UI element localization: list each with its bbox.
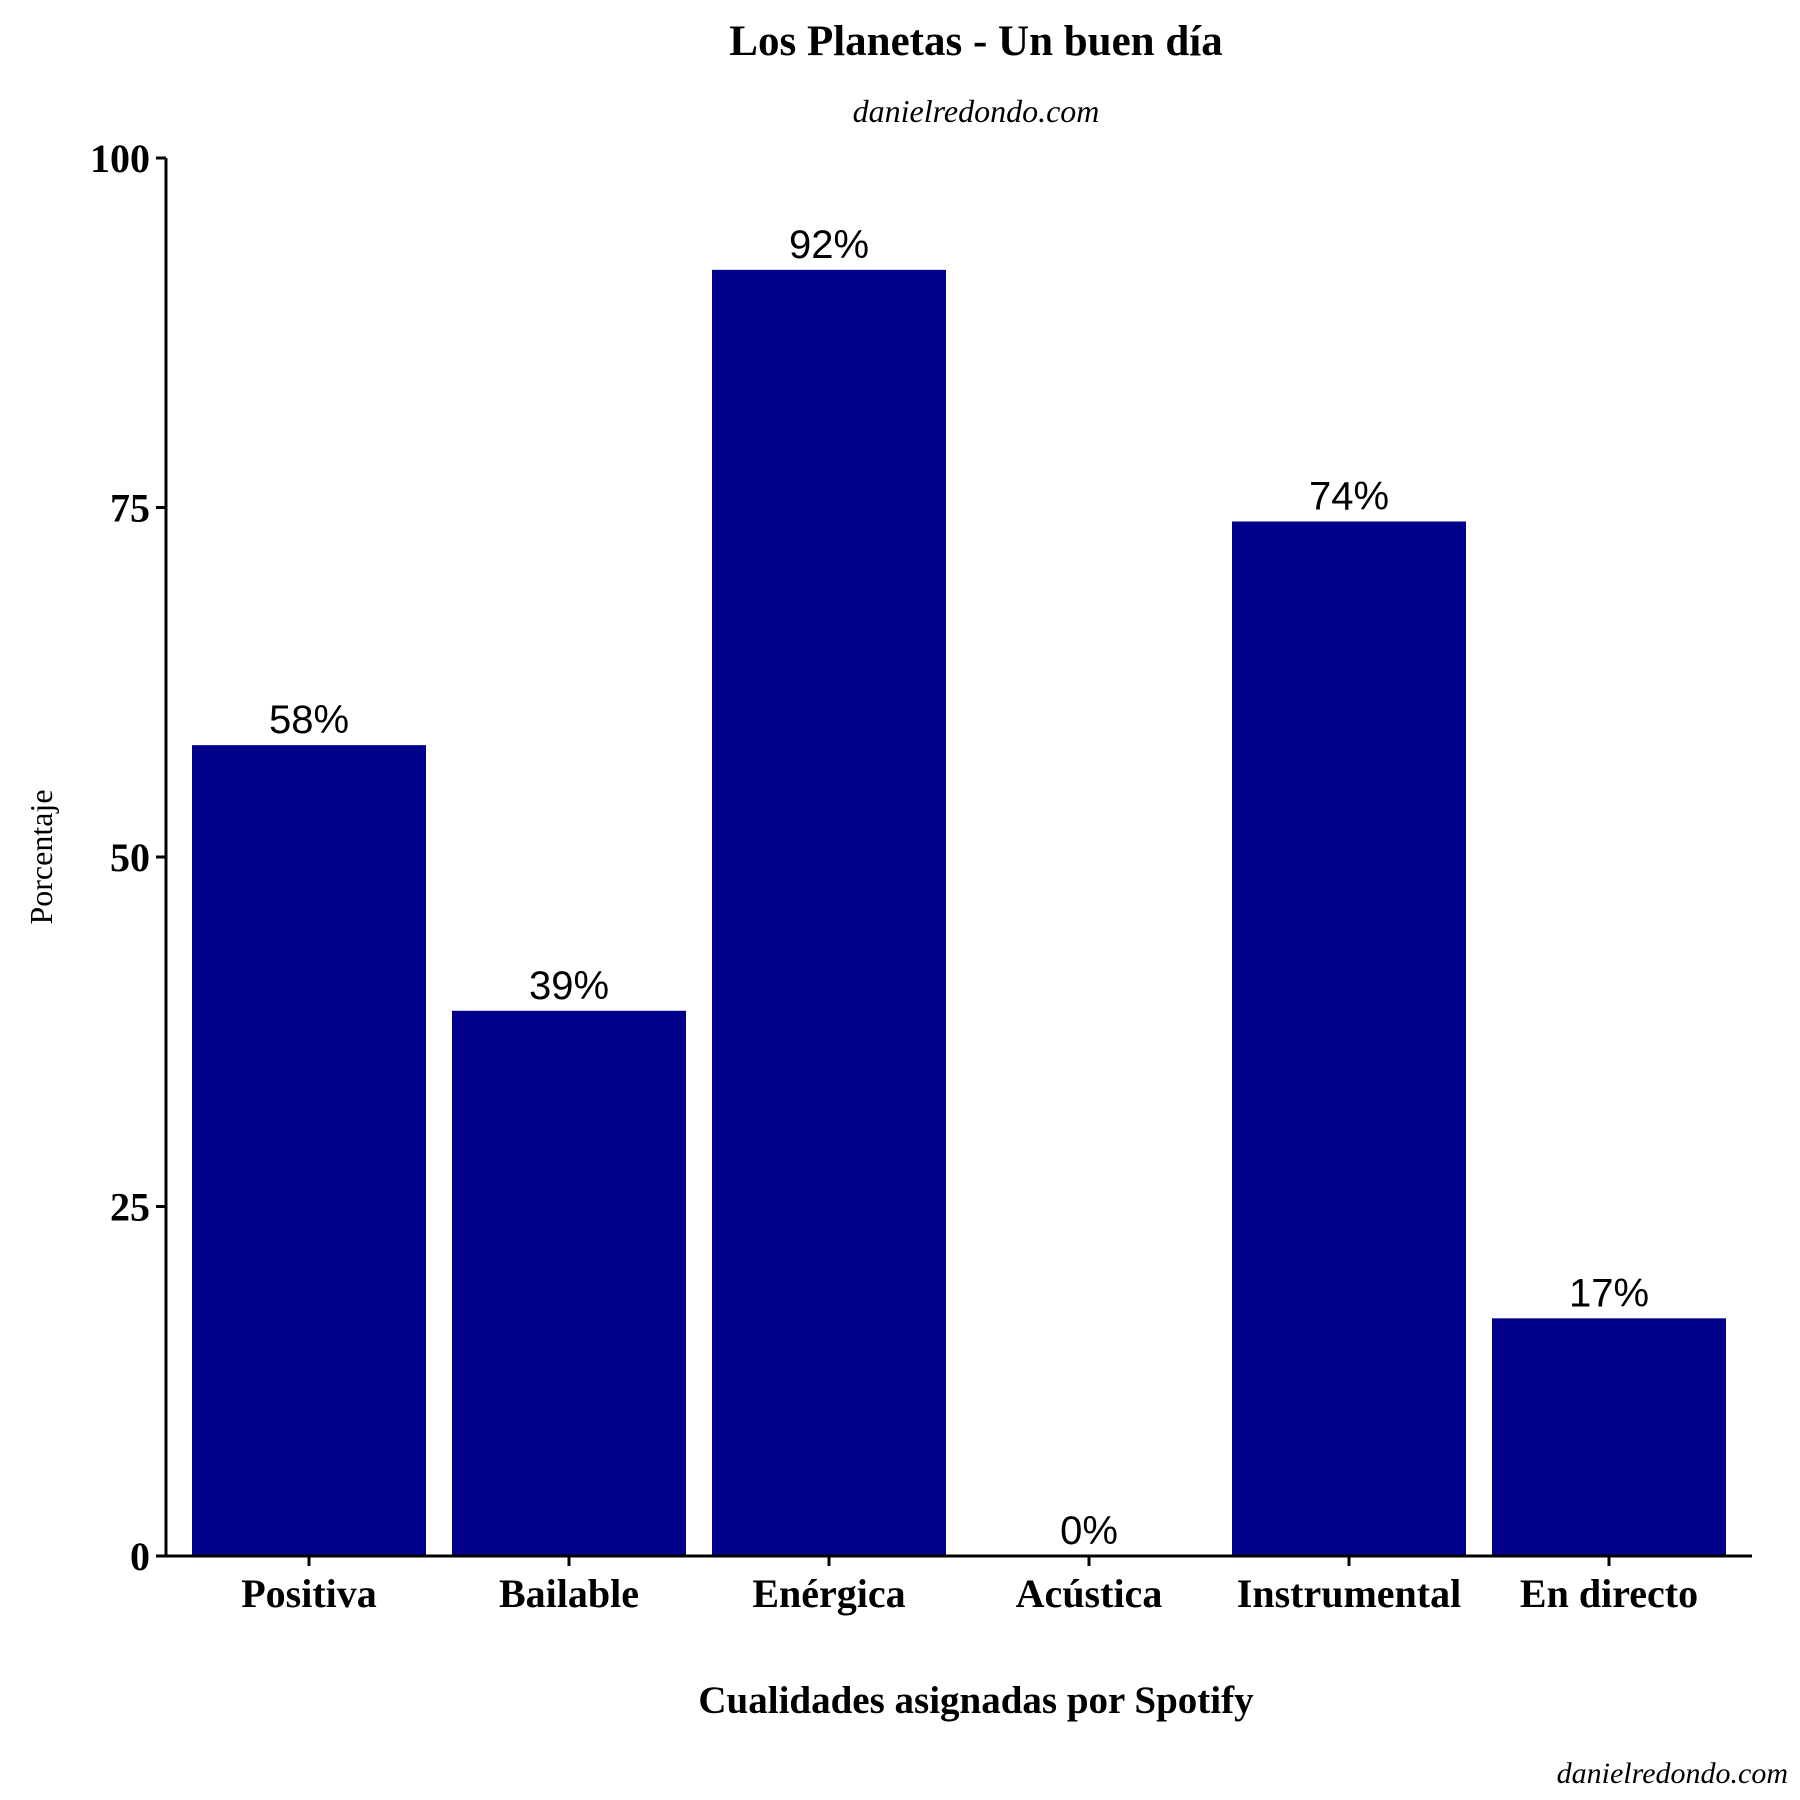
chart-title: Los Planetas - Un buen día xyxy=(729,18,1222,65)
y-axis-label: Porcentaje xyxy=(23,789,59,924)
y-tick-label-1: 25 xyxy=(110,1185,150,1230)
data-label-4: 74% xyxy=(1309,474,1389,518)
x-axis-label: Cualidades asignadas por Spotify xyxy=(698,1679,1254,1722)
data-label-5: 17% xyxy=(1569,1271,1649,1315)
y-tick-label-2: 50 xyxy=(110,835,150,880)
x-tick-label-5: En directo xyxy=(1520,1571,1698,1616)
bar-0 xyxy=(192,745,426,1556)
y-tick-label-0: 0 xyxy=(130,1534,150,1579)
data-label-1: 39% xyxy=(529,964,609,1008)
chart-caption: danielredondo.com xyxy=(1557,1757,1788,1790)
y-tick-label-4: 100 xyxy=(90,136,150,181)
chart-subtitle: danielredondo.com xyxy=(853,93,1100,129)
bar-2 xyxy=(712,269,946,1557)
data-label-3: 0% xyxy=(1060,1509,1118,1553)
data-label-0: 58% xyxy=(269,698,349,742)
x-tick-label-1: Bailable xyxy=(499,1571,639,1616)
x-tick-label-4: Instrumental xyxy=(1237,1571,1461,1616)
x-ticks-group: Positiva Bailable Enérgica Acústica Instrume… xyxy=(241,1556,1698,1616)
bars-group xyxy=(192,269,1726,1557)
bar-1 xyxy=(452,1010,686,1556)
data-labels-group: 58% 39% 92% 0% 74% 17% xyxy=(269,223,1649,1553)
x-tick-label-0: Positiva xyxy=(241,1571,377,1616)
bar-5 xyxy=(1492,1318,1726,1556)
x-tick-label-2: Enérgica xyxy=(752,1571,905,1616)
y-tick-label-3: 75 xyxy=(110,486,150,531)
x-tick-label-3: Acústica xyxy=(1016,1571,1163,1616)
y-ticks-group: 0 25 50 75 100 xyxy=(90,136,166,1579)
data-label-2: 92% xyxy=(789,223,869,267)
bar-4 xyxy=(1232,521,1466,1556)
